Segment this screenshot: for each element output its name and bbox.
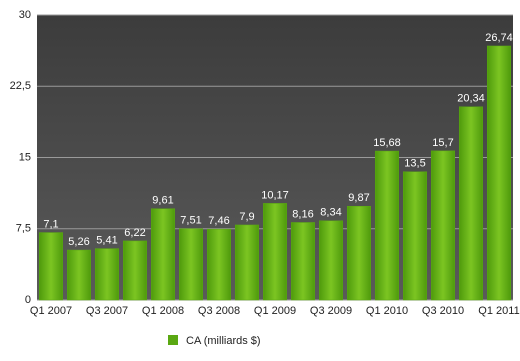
y-tick-label: 22,5 — [10, 80, 31, 92]
value-label: 15,68 — [373, 137, 401, 149]
y-tick-label: 30 — [19, 9, 31, 21]
legend-label: CA (milliards $) — [186, 335, 261, 347]
bar — [458, 106, 484, 301]
x-tick-label: Q3 2007 — [86, 305, 128, 317]
y-tick-label: 0 — [25, 294, 31, 306]
value-label: 7,9 — [239, 211, 254, 223]
bar — [374, 150, 400, 301]
value-label: 10,17 — [261, 189, 289, 201]
x-tick-label: Q3 2009 — [310, 305, 352, 317]
y-tick-label: 15 — [19, 151, 31, 163]
bar — [66, 249, 92, 301]
value-label: 5,41 — [96, 235, 117, 247]
x-tick-label: Q1 2011 — [478, 305, 519, 317]
value-label: 9,87 — [348, 192, 369, 204]
bar — [234, 224, 260, 301]
bar — [178, 228, 204, 301]
y-tick-label: 7,5 — [16, 223, 31, 235]
bar — [38, 232, 64, 301]
bar — [206, 228, 232, 301]
x-tick-label: Q3 2010 — [422, 305, 464, 317]
bar — [430, 150, 456, 301]
bar — [486, 45, 512, 301]
legend-swatch — [168, 335, 178, 345]
value-label: 15,7 — [432, 137, 453, 149]
value-label: 20,34 — [457, 93, 485, 105]
bar — [318, 220, 344, 301]
value-label: 13,5 — [404, 158, 425, 170]
bar — [150, 208, 176, 301]
value-label: 7,46 — [208, 215, 229, 227]
bar — [402, 171, 428, 301]
value-label: 9,61 — [152, 195, 173, 207]
x-tick-label: Q1 2010 — [366, 305, 408, 317]
value-label: 8,16 — [292, 208, 313, 220]
x-tick-label: Q1 2008 — [142, 305, 184, 317]
x-tick-label: Q1 2009 — [254, 305, 296, 317]
value-label: 5,26 — [68, 236, 89, 248]
value-label: 7,51 — [180, 215, 201, 227]
bar — [262, 203, 288, 301]
value-label: 6,22 — [124, 227, 145, 239]
value-label: 7,1 — [43, 218, 58, 230]
bar — [94, 248, 120, 301]
bar — [290, 222, 316, 301]
value-label: 8,34 — [320, 207, 341, 219]
x-tick-label: Q3 2008 — [198, 305, 240, 317]
bar — [122, 240, 148, 301]
value-label: 26,74 — [485, 32, 513, 44]
x-tick-label: Q1 2007 — [30, 305, 72, 317]
bar — [346, 205, 372, 301]
